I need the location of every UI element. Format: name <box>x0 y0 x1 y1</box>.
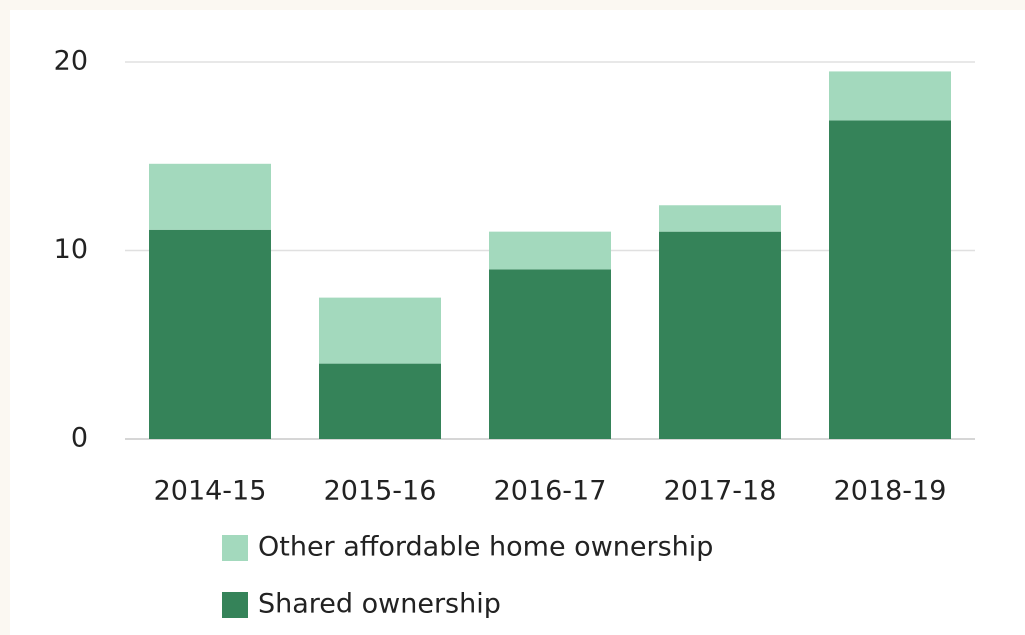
x-tick-label: 2014-15 <box>154 476 267 507</box>
legend-swatch <box>222 592 248 618</box>
x-tick-label: 2017-18 <box>664 476 777 507</box>
y-tick-label: 10 <box>54 234 88 265</box>
bar-segment <box>319 363 441 439</box>
bar-segment <box>319 297 441 364</box>
bar-segment <box>149 163 271 230</box>
bar-segment <box>489 269 611 439</box>
bar-segment <box>489 231 611 270</box>
legend-swatch <box>222 535 248 561</box>
bar-segment <box>659 231 781 439</box>
x-tick-label: 2015-16 <box>324 476 437 507</box>
bar-segment <box>829 120 951 439</box>
bar-segment <box>659 205 781 232</box>
legend-label: Shared ownership <box>258 589 501 620</box>
bar-segment <box>149 229 271 439</box>
y-tick-label: 20 <box>54 46 88 77</box>
legend-label: Other affordable home ownership <box>258 532 713 563</box>
x-tick-label: 2018-19 <box>834 476 947 507</box>
y-tick-label: 0 <box>71 423 88 454</box>
bar-segment <box>829 71 951 121</box>
x-tick-label: 2016-17 <box>494 476 607 507</box>
